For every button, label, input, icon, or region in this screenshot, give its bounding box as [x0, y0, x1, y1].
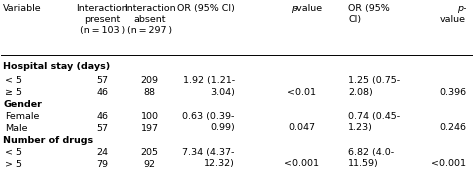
Text: 0.246: 0.246 [439, 123, 466, 132]
Text: Hospital stay (days): Hospital stay (days) [3, 62, 110, 71]
Text: 6.82 (4.0-: 6.82 (4.0- [348, 148, 394, 157]
Text: 46: 46 [96, 112, 108, 121]
Text: 57: 57 [96, 76, 108, 85]
Text: 3.04): 3.04) [210, 88, 235, 96]
Text: 2.08): 2.08) [348, 88, 373, 96]
Text: -value: -value [294, 4, 323, 13]
Text: 92: 92 [144, 160, 155, 169]
Text: 1.92 (1.21-: 1.92 (1.21- [182, 76, 235, 85]
Text: > 5: > 5 [5, 160, 22, 169]
Text: <0.001: <0.001 [284, 159, 319, 168]
Text: 1.23): 1.23) [348, 123, 373, 132]
Text: 209: 209 [141, 76, 159, 85]
Text: Number of drugs: Number of drugs [3, 136, 93, 145]
Text: OR (95%: OR (95% [348, 4, 390, 13]
Text: 0.99): 0.99) [210, 123, 235, 132]
Text: 0.396: 0.396 [439, 88, 466, 96]
Text: <0.01: <0.01 [287, 88, 316, 96]
Text: absent: absent [133, 15, 166, 24]
Text: 11.59): 11.59) [348, 159, 379, 168]
Text: Variable: Variable [3, 4, 42, 13]
Text: < 5: < 5 [5, 148, 22, 157]
Text: 46: 46 [96, 88, 108, 96]
Text: 57: 57 [96, 124, 108, 133]
Text: p: p [292, 4, 297, 13]
Text: OR (95% CI): OR (95% CI) [177, 4, 235, 13]
Text: <0.001: <0.001 [431, 159, 466, 168]
Text: ≥ 5: ≥ 5 [5, 88, 22, 96]
Text: Interaction: Interaction [76, 4, 128, 13]
Text: 0.74 (0.45-: 0.74 (0.45- [348, 112, 400, 121]
Text: present: present [84, 15, 120, 24]
Text: Female: Female [5, 112, 40, 121]
Text: 88: 88 [144, 88, 155, 96]
Text: 0.047: 0.047 [288, 123, 315, 132]
Text: 197: 197 [141, 124, 159, 133]
Text: value: value [440, 15, 466, 24]
Text: 0.63 (0.39-: 0.63 (0.39- [182, 112, 235, 121]
Text: 100: 100 [141, 112, 159, 121]
Text: 24: 24 [96, 148, 108, 157]
Text: < 5: < 5 [5, 76, 22, 85]
Text: 1.25 (0.75-: 1.25 (0.75- [348, 76, 400, 85]
Text: 12.32): 12.32) [204, 159, 235, 168]
Text: p-: p- [457, 4, 466, 13]
Text: CI): CI) [348, 15, 361, 24]
Text: (n = 103 ): (n = 103 ) [80, 26, 125, 35]
Text: Interaction: Interaction [124, 4, 175, 13]
Text: (n = 297 ): (n = 297 ) [127, 26, 172, 35]
Text: 7.34 (4.37-: 7.34 (4.37- [182, 148, 235, 157]
Text: Male: Male [5, 124, 28, 133]
Text: Gender: Gender [3, 100, 42, 109]
Text: 205: 205 [141, 148, 159, 157]
Text: 79: 79 [96, 160, 108, 169]
